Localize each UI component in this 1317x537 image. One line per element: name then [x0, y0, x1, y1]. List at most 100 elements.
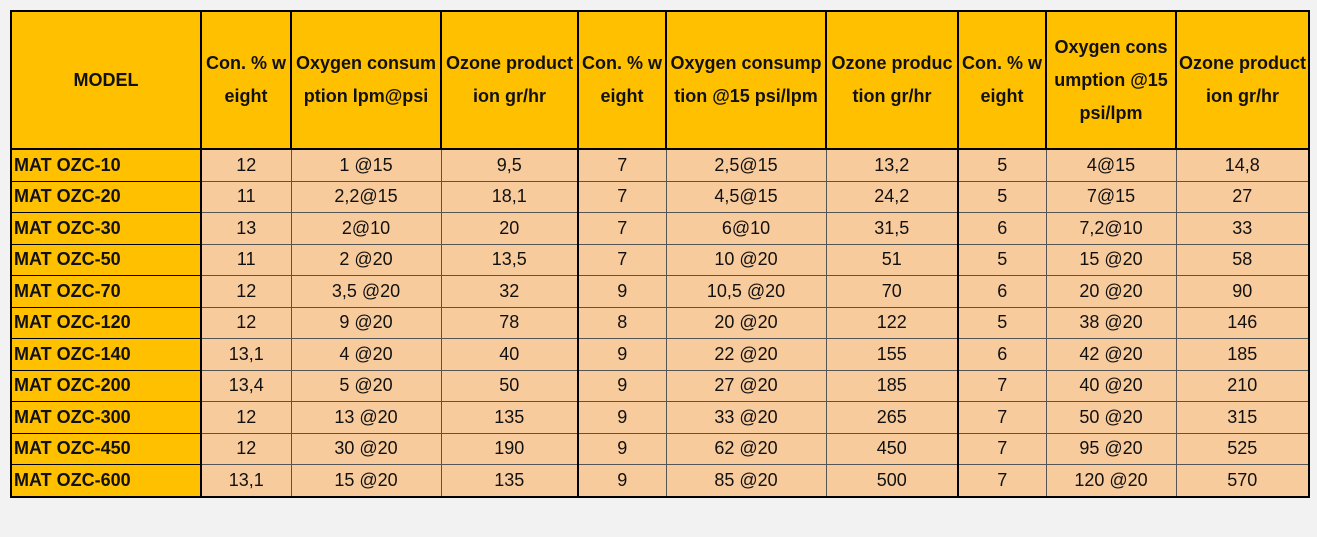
- column-header: Ozone production gr/hr: [1175, 10, 1310, 150]
- data-cell: 13,1: [200, 464, 292, 498]
- data-cell: 2 @20: [290, 243, 442, 276]
- data-cell: 185: [825, 369, 959, 402]
- data-cell: 10,5 @20: [665, 275, 827, 308]
- model-cell: MAT OZC-120: [10, 306, 202, 339]
- data-cell: 2,5@15: [665, 148, 827, 182]
- data-cell: 33: [1175, 212, 1310, 245]
- data-cell: 7: [957, 401, 1047, 434]
- model-cell: MAT OZC-30: [10, 212, 202, 245]
- data-cell: 12: [200, 432, 292, 465]
- data-cell: 5: [957, 148, 1047, 182]
- data-cell: 20 @20: [1045, 275, 1177, 308]
- data-cell: 50 @20: [1045, 401, 1177, 434]
- model-cell: MAT OZC-600: [10, 464, 202, 498]
- data-cell: 2@10: [290, 212, 442, 245]
- data-cell: 3,5 @20: [290, 275, 442, 308]
- model-cell: MAT OZC-300: [10, 401, 202, 434]
- data-cell: 210: [1175, 369, 1310, 402]
- data-cell: 85 @20: [665, 464, 827, 498]
- data-cell: 70: [825, 275, 959, 308]
- table-row: MAT OZC-120 12 9 @20 78 8 20 @20 122 5 38 @20 146: [10, 306, 1310, 339]
- data-cell: 15 @20: [290, 464, 442, 498]
- data-cell: 155: [825, 338, 959, 371]
- data-cell: 11: [200, 243, 292, 276]
- column-header: MODEL: [10, 10, 202, 150]
- data-cell: 38 @20: [1045, 306, 1177, 339]
- model-cell: MAT OZC-70: [10, 275, 202, 308]
- column-header: Oxygen consumption @15 psi/lpm: [1045, 10, 1177, 150]
- column-header: Con. % weight: [200, 10, 292, 150]
- data-cell: 31,5: [825, 212, 959, 245]
- data-cell: 6: [957, 212, 1047, 245]
- data-cell: 525: [1175, 432, 1310, 465]
- table-body: MAT OZC-10 12 1 @15 9,5 7 2,5@15 13,2 5 4@15 14,8…: [10, 148, 1310, 498]
- data-cell: 7: [577, 212, 667, 245]
- column-header: Oxygen consumption lpm@psi: [290, 10, 442, 150]
- model-cell: MAT OZC-10: [10, 148, 202, 182]
- data-cell: 32: [440, 275, 579, 308]
- data-cell: 20 @20: [665, 306, 827, 339]
- data-cell: 185: [1175, 338, 1310, 371]
- data-cell: 42 @20: [1045, 338, 1177, 371]
- model-cell: MAT OZC-50: [10, 243, 202, 276]
- data-cell: 10 @20: [665, 243, 827, 276]
- column-header: Ozone production gr/hr: [440, 10, 579, 150]
- data-cell: 95 @20: [1045, 432, 1177, 465]
- data-cell: 8: [577, 306, 667, 339]
- data-cell: 7: [577, 148, 667, 182]
- data-cell: 11: [200, 180, 292, 213]
- data-cell: 146: [1175, 306, 1310, 339]
- column-header: Con. % weight: [577, 10, 667, 150]
- data-cell: 315: [1175, 401, 1310, 434]
- column-header: Oxygen consumption @15 psi/lpm: [665, 10, 827, 150]
- data-cell: 14,8: [1175, 148, 1310, 182]
- data-cell: 40: [440, 338, 579, 371]
- data-cell: 6@10: [665, 212, 827, 245]
- data-cell: 1 @15: [290, 148, 442, 182]
- data-cell: 58: [1175, 243, 1310, 276]
- data-cell: 20: [440, 212, 579, 245]
- data-cell: 5: [957, 306, 1047, 339]
- data-cell: 51: [825, 243, 959, 276]
- column-header: Ozone production gr/hr: [825, 10, 959, 150]
- table-row: MAT OZC-50 11 2 @20 13,5 7 10 @20 51 5 15 @20 58: [10, 243, 1310, 276]
- data-cell: 4,5@15: [665, 180, 827, 213]
- data-cell: 6: [957, 338, 1047, 371]
- table-row: MAT OZC-30 13 2@10 20 7 6@10 31,5 6 7,2@10 33: [10, 212, 1310, 245]
- data-cell: 120 @20: [1045, 464, 1177, 498]
- data-cell: 9: [577, 464, 667, 498]
- table-row: MAT OZC-200 13,4 5 @20 50 9 27 @20 185 7 40 @20 2…: [10, 369, 1310, 402]
- data-cell: 18,1: [440, 180, 579, 213]
- model-cell: MAT OZC-450: [10, 432, 202, 465]
- data-cell: 9: [577, 401, 667, 434]
- table-row: MAT OZC-10 12 1 @15 9,5 7 2,5@15 13,2 5 4@15 14,8: [10, 148, 1310, 182]
- data-cell: 13,5: [440, 243, 579, 276]
- table-row: MAT OZC-300 12 13 @20 135 9 33 @20 265 7 50 @20 3…: [10, 401, 1310, 434]
- data-cell: 265: [825, 401, 959, 434]
- data-cell: 4@15: [1045, 148, 1177, 182]
- data-cell: 13: [200, 212, 292, 245]
- data-cell: 40 @20: [1045, 369, 1177, 402]
- data-cell: 33 @20: [665, 401, 827, 434]
- data-cell: 7: [577, 180, 667, 213]
- ozone-table: MODEL Con. % weight Oxygen consumption lpm…: [10, 10, 1310, 498]
- model-cell: MAT OZC-200: [10, 369, 202, 402]
- data-cell: 4 @20: [290, 338, 442, 371]
- data-cell: 5 @20: [290, 369, 442, 402]
- data-cell: 27: [1175, 180, 1310, 213]
- data-cell: 78: [440, 306, 579, 339]
- model-cell: MAT OZC-140: [10, 338, 202, 371]
- data-cell: 9 @20: [290, 306, 442, 339]
- data-cell: 24,2: [825, 180, 959, 213]
- data-cell: 12: [200, 148, 292, 182]
- data-cell: 62 @20: [665, 432, 827, 465]
- table-row: MAT OZC-450 12 30 @20 190 9 62 @20 450 7 95 @20 5…: [10, 432, 1310, 465]
- data-cell: 15 @20: [1045, 243, 1177, 276]
- table-container: MODEL Con. % weight Oxygen consumption lpm…: [10, 10, 1310, 498]
- data-cell: 190: [440, 432, 579, 465]
- table-row: MAT OZC-70 12 3,5 @20 32 9 10,5 @20 70 6 20 @20 9…: [10, 275, 1310, 308]
- data-cell: 22 @20: [665, 338, 827, 371]
- model-cell: MAT OZC-20: [10, 180, 202, 213]
- data-cell: 570: [1175, 464, 1310, 498]
